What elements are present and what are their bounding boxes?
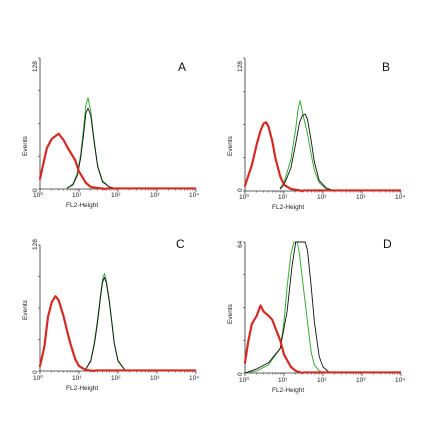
panel-b-xtick-0: 10⁰ [239,193,249,201]
panel-b-xlabel: FL2-Height [272,204,304,211]
panel-d-xlabel: FL2-Height [272,387,304,394]
panel-a-xtick-3: 10³ [150,192,160,199]
panel-b-series-green [279,100,336,192]
panel-d-xtick-1: 10¹ [278,377,288,384]
panel-c-ytick-min: 0 [32,370,39,374]
panel-c-series-black [85,277,126,371]
panel-b-xtick-2: 10² [317,194,327,201]
panel-c: C Events 128 0 10⁰ 10¹ 10² 10³ 10⁴ FL2-H… [22,237,199,392]
panel-d-xtick-0: 10⁰ [239,376,249,384]
panel-c-xtick-4: 10⁴ [189,375,199,382]
panel-b-ylabel: Events [227,135,234,156]
panel-d-label: D [383,237,392,251]
panel-c-ylabel: Events [22,299,29,320]
panel-a-ytick-min: 0 [32,188,39,192]
panel-c-xlabel: FL2-Height [66,385,98,392]
panel-d-xtick-4: 10⁴ [395,377,405,384]
panel-c-xtick-0: 10⁰ [33,374,43,382]
panel-d-ylabel: Events [227,303,234,324]
panel-c-label: C [176,237,185,251]
panel-a-ytick-max: 128 [32,61,39,72]
panel-c-ytick-max: 128 [32,239,39,250]
panel-d: D Events 64 0 10⁰ 10¹ 10² 10³ 10⁴ FL2-He… [227,237,405,394]
panel-d-ytick-min: 0 [237,372,244,376]
panel-b-series-black [279,113,336,192]
panel-a-label: A [178,60,186,74]
panel-b-xtick-4: 10⁴ [395,194,405,201]
panel-d-series-black [244,241,331,374]
panel-a-xlabel: FL2-Height [66,202,98,209]
panel-b-ytick-min: 0 [237,188,244,192]
panel-b-ytick-max: 128 [237,61,244,72]
panel-a-series-black [66,107,119,190]
panel-b-label: B [382,60,390,74]
panel-d-xtick-2: 10² [317,377,327,384]
panel-a-series-control [38,132,108,191]
panel-c-xtick-1: 10¹ [72,375,82,382]
panel-c-xtick-3: 10³ [150,375,160,382]
panel-a-xtick-0: 10⁰ [33,191,43,199]
panel-c-xtick-2: 10² [111,375,121,382]
panel-b-xtick-1: 10¹ [278,194,288,201]
panel-d-series-control [243,304,304,375]
panel-d-ytick-max: 64 [237,240,244,248]
panel-d-xtick-3: 10³ [356,377,366,384]
panel-b-series-control [243,121,304,193]
panel-a-xtick-1: 10¹ [72,192,82,199]
panel-a-ylabel: Events [22,135,29,156]
panel-c-series-control [38,295,96,373]
panel-a-xtick-4: 10⁴ [189,192,199,199]
panel-a-xtick-2: 10² [111,192,121,199]
panel-b-xtick-3: 10³ [356,194,366,201]
panel-a: A Events 128 0 10⁰ 10¹ 10² 10³ 10⁴ FL2-H… [22,57,199,209]
panel-b: B Events 128 0 10⁰ 10¹ 10² 10³ 10⁴ FL2-H… [227,57,405,211]
